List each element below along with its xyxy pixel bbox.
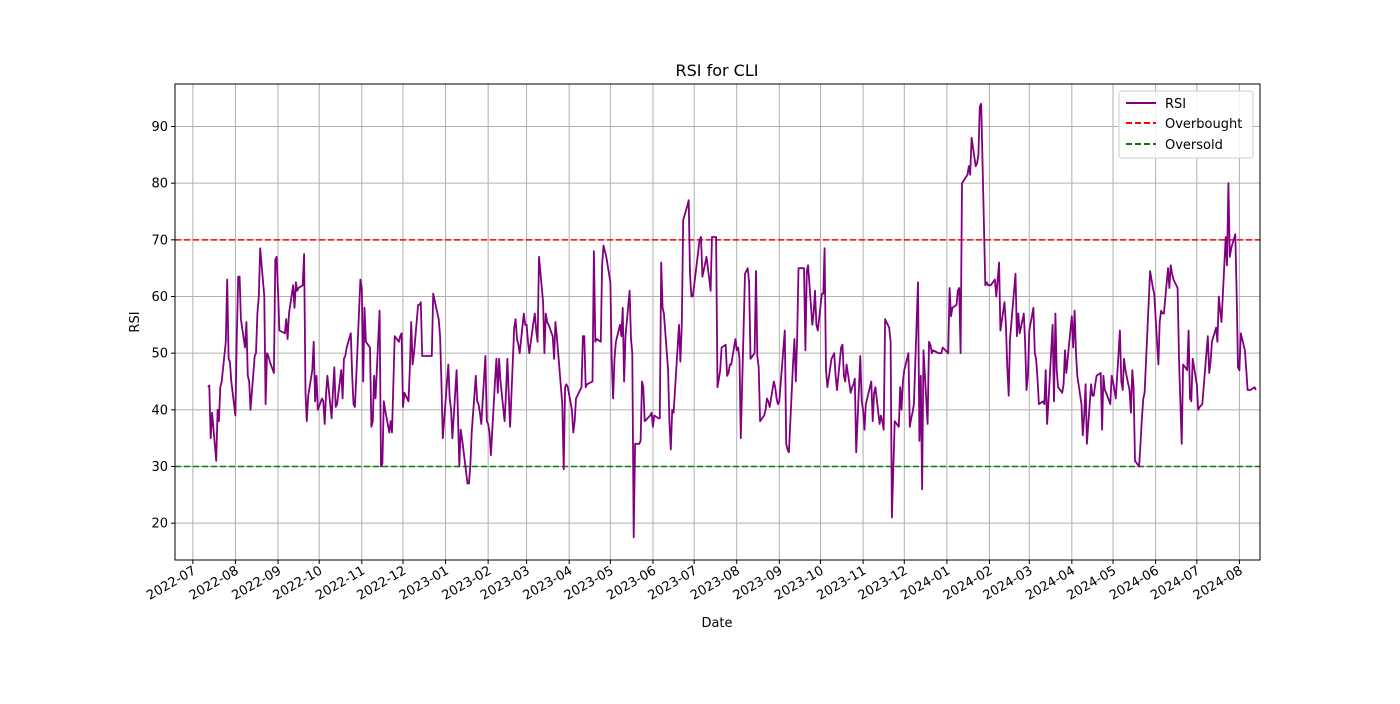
y-tick-label: 80 — [151, 177, 168, 192]
y-axis-label: RSI — [128, 311, 143, 332]
y-tick-label: 20 — [151, 517, 168, 532]
x-axis-label: Date — [701, 616, 732, 631]
legend-label-rsi: RSI — [1165, 97, 1186, 112]
legend-box — [1118, 90, 1254, 159]
legend-label-overbought: Overbought — [1165, 117, 1242, 132]
x-axis-ticks: 2022-072022-082022-092022-102022-112022-… — [144, 560, 1245, 604]
y-axis-ticks: 20 30 40 50 60 70 80 90 — [151, 120, 175, 532]
rsi-line — [207, 102, 1257, 539]
y-tick-label: 60 — [151, 290, 168, 305]
legend: RSI Overbought Oversold — [1118, 90, 1254, 159]
y-tick-label: 40 — [151, 403, 168, 418]
legend-label-oversold: Oversold — [1165, 138, 1223, 153]
plot-frame — [174, 83, 1261, 561]
threshold-lines — [175, 239, 1260, 468]
y-tick-label: 30 — [151, 460, 168, 475]
rsi-series — [207, 102, 1257, 539]
y-tick-label: 90 — [151, 120, 168, 135]
x-tick-label: 2024-08 — [1191, 563, 1246, 603]
y-tick-label: 50 — [151, 347, 168, 362]
chart-title: RSI for CLI — [676, 61, 759, 80]
y-tick-label: 70 — [151, 233, 168, 248]
